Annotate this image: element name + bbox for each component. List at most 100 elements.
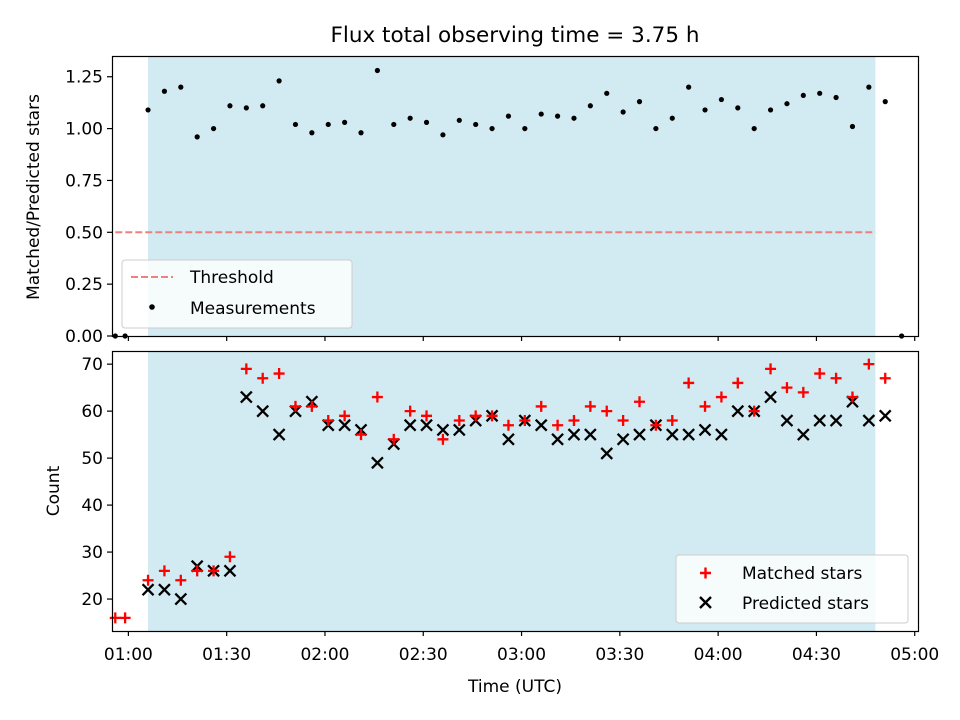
legend-threshold-label: Threshold [189,268,274,288]
measurement-point [473,121,479,128]
predicted-star-marker [174,592,188,606]
matched-star-marker [257,372,269,384]
predicted-star-marker [878,409,892,423]
matched-star-marker [289,400,301,412]
measurement-point [227,103,233,109]
matched-star-marker [322,415,334,427]
legend-matched-label: Matched stars [742,564,862,584]
matched-star-marker [781,382,793,394]
predicted-star-marker [600,447,614,460]
top-y-tick-label: 1.00 [65,120,103,140]
matched-star-marker [371,391,383,403]
legend-matched-swatch [700,567,711,579]
predicted-star-marker [862,414,876,427]
bottom-legend-box [675,554,909,624]
matched-star-marker [109,612,121,624]
measurement-point [849,123,856,130]
matched-star-marker [666,415,678,427]
measurement-point [260,103,266,109]
measurement-point [489,125,495,132]
bottom-y-tick-label: 40 [81,496,103,516]
matched-star-marker [797,386,809,398]
matched-star-marker [601,405,613,417]
measurement-point [636,99,643,105]
x-tick-label: 05:00 [890,645,939,665]
matched-star-marker [863,358,875,370]
matched-star-marker [683,377,695,389]
measurement-point [194,134,200,140]
measurement-point [538,111,544,117]
legend-predicted-swatch [699,596,712,609]
x-tick-label: 01:00 [104,645,153,665]
predicted-star-marker [420,418,433,432]
predicted-star-marker [829,414,843,427]
predicted-star-marker [534,418,548,432]
x-tick-label: 04:30 [792,645,841,665]
matched-star-marker [634,396,646,408]
matched-star-marker [240,363,252,375]
measurement-point [718,96,725,103]
predicted-star-marker [272,428,286,441]
measurement-point [456,117,462,123]
measurement-point [620,109,626,115]
matched-star-marker [617,415,629,427]
measurement-point [571,115,577,121]
predicted-star-marker [436,423,450,437]
matched-star-marker [421,410,433,422]
matched-star-marker [552,419,564,431]
matched-star-marker [502,419,514,431]
predicted-star-marker [223,564,237,578]
measurement-point [866,84,872,90]
measurement-point [342,119,348,125]
x-axis-label: Time (UTC) [467,677,562,697]
matched-star-marker [175,574,187,586]
matched-star-marker [437,433,449,445]
bottom-y-ticks: 20 30 40 50 60 70 [81,355,112,610]
predicted-star-marker [502,433,515,446]
matched-star-marker [453,415,465,427]
top-y-tick-label: 0.50 [65,223,103,243]
top-y-axis-label: Matched/Predicted stars [24,94,44,300]
legend-measurements-label: Measurements [190,299,316,319]
measurement-point [440,132,446,138]
measurement-point [686,84,692,90]
measurement-point [145,107,151,113]
measurement-point [325,121,331,128]
chart-title: Flux total observing time = 3.75 h [331,23,700,48]
measurement-point [161,88,168,94]
matched-star-marker [208,565,220,577]
measurement-point [767,107,774,113]
matched-star-marker [404,405,416,417]
measurement-point [669,115,675,121]
measurement-point [210,125,217,132]
top-y-ticks: 0.00 0.25 0.50 0.75 1.00 1.25 [65,68,112,347]
measurement-point [735,105,741,111]
matched-star-marker [339,410,351,422]
predicted-star-markers [141,390,892,606]
measurement-point [554,113,561,119]
matched-star-marker [224,551,236,563]
predicted-star-marker [780,414,794,427]
predicted-star-marker [633,428,646,441]
measurement-point [817,90,823,96]
bottom-x-ticks: 01:00 01:30 02:00 02:30 03:00 03:30 04:00 04:30… [104,631,939,665]
bottom-y-tick-label: 50 [81,449,103,469]
measurement-point [833,94,839,101]
predicted-star-marker [665,428,679,441]
x-tick-label: 03:30 [595,645,644,665]
matched-star-marker [535,400,547,412]
measurement-point [243,105,249,111]
bottom-y-tick-label: 60 [81,402,103,422]
predicted-star-marker [371,456,384,470]
top-legend: Threshold Measurements [121,259,353,329]
x-tick-label: 02:30 [399,645,448,665]
measurement-point [178,84,184,90]
matched-star-marker [584,400,596,412]
legend-predicted-label: Predicted stars [742,594,869,614]
measurement-point [407,115,413,121]
measurement-point [391,121,397,128]
predicted-star-marker [731,404,745,418]
matched-star-marker [273,368,285,380]
measurement-point [604,90,610,96]
predicted-star-marker [158,583,171,596]
